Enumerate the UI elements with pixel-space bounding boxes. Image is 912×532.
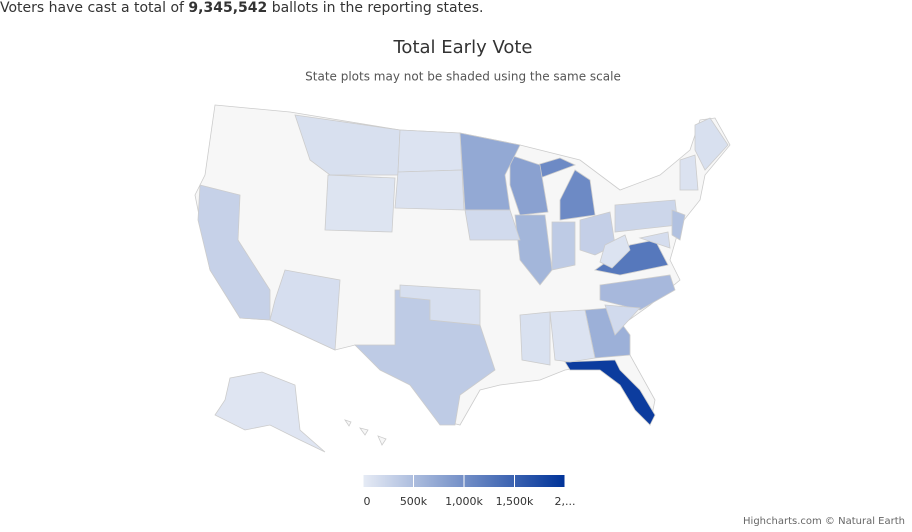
legend-tick-label: 500k <box>400 495 428 508</box>
region[interactable] <box>519 311 551 366</box>
region[interactable] <box>214 371 326 453</box>
region[interactable] <box>671 209 686 241</box>
chart-title: Total Early Vote <box>393 37 533 58</box>
region[interactable] <box>599 274 676 311</box>
legend-tick-label: 1,000k <box>445 495 483 508</box>
region[interactable] <box>638 231 671 249</box>
region[interactable] <box>514 214 553 286</box>
legend-tick-label: 0 <box>364 495 371 508</box>
region[interactable] <box>549 309 596 363</box>
region[interactable] <box>394 169 465 211</box>
region[interactable] <box>399 284 481 326</box>
region[interactable] <box>509 154 549 216</box>
region[interactable] <box>599 234 631 269</box>
region[interactable] <box>324 174 396 233</box>
regions <box>197 114 729 453</box>
region[interactable] <box>694 117 729 171</box>
region[interactable] <box>397 129 463 173</box>
chart-subtitle: State plots may not be shaded using the … <box>305 70 621 84</box>
region[interactable] <box>551 221 576 271</box>
intro-after: ballots in the reporting states. <box>271 0 484 16</box>
region[interactable] <box>459 132 521 211</box>
region[interactable] <box>679 154 699 191</box>
region[interactable] <box>604 304 641 336</box>
legend-tick-label: 2,... <box>555 495 576 508</box>
hawaii <box>344 419 387 446</box>
region[interactable] <box>464 209 521 241</box>
legend-tick-label: 1,500k <box>496 495 534 508</box>
intro-before: Voters have cast a total of <box>0 0 184 16</box>
intro-text: Voters have cast a total of 9,345,542 ba… <box>0 0 483 16</box>
region[interactable] <box>269 269 341 351</box>
ballot-total: 9,345,542 <box>188 0 268 16</box>
region[interactable] <box>294 114 401 176</box>
credits: Highcharts.com © Natural Earth <box>743 516 905 527</box>
region[interactable] <box>564 359 656 426</box>
